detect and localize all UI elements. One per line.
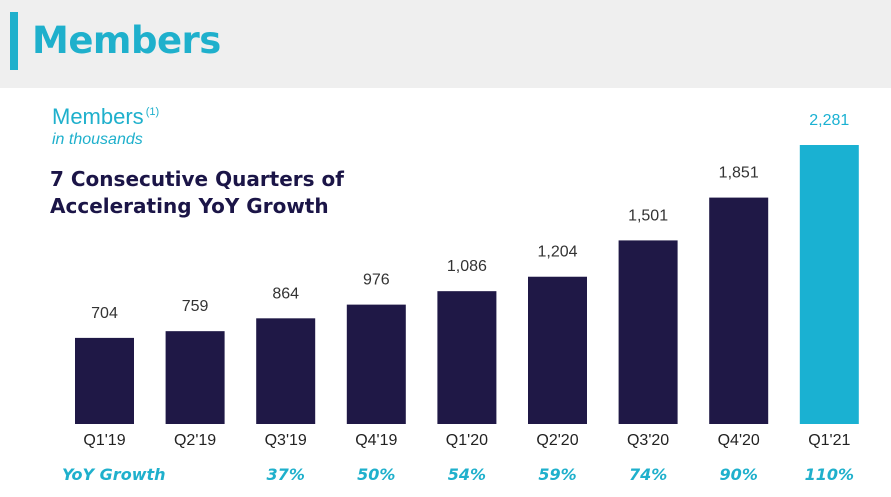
slide-header: Members [0, 0, 891, 88]
data-label-Q1'20: 1,086 [447, 258, 487, 275]
yoy-growth-row-label: YoY Growth [62, 465, 166, 484]
data-label-Q1'19: 704 [91, 305, 118, 322]
bar-Q1'19 [75, 337, 134, 424]
header-accent-bar [10, 12, 18, 70]
data-label-Q2'19: 759 [182, 298, 209, 315]
x-tick-label: Q3'20 [627, 432, 669, 449]
headline-callout: 7 Consecutive Quarters of Accelerating Y… [50, 166, 344, 220]
x-tick-label: Q2'20 [536, 432, 578, 449]
x-tick-label: Q1'19 [83, 432, 125, 449]
headline-line-1: 7 Consecutive Quarters of [50, 167, 344, 191]
chart-title: Members (1) [52, 106, 159, 128]
data-label-Q2'20: 1,204 [537, 244, 577, 261]
x-tick-label: Q2'19 [174, 432, 216, 449]
bar-Q1'21 [799, 145, 859, 424]
x-tick-label: Q3'19 [265, 432, 307, 449]
bar-Q4'20 [709, 197, 769, 424]
bar-Q2'20 [528, 276, 587, 424]
bar-Q3'20 [618, 240, 678, 424]
data-label-Q3'19: 864 [272, 285, 299, 302]
footnote-marker: (1) [145, 106, 160, 118]
x-tick-label: Q1'20 [446, 432, 488, 449]
yoy-growth-value: 50% [357, 465, 395, 484]
yoy-growth-value: 54% [448, 465, 486, 484]
headline-line-2: Accelerating YoY Growth [50, 194, 329, 218]
yoy-growth-value: 37% [267, 465, 305, 484]
bar-Q2'19 [165, 331, 225, 424]
x-tick-label: Q4'20 [718, 432, 760, 449]
yoy-growth-value: 74% [629, 465, 667, 484]
yoy-growth-value: 110% [805, 465, 854, 484]
data-label-Q1'21: 2,281 [809, 112, 849, 129]
chart-subtitle: in thousands [52, 131, 143, 148]
data-label-Q3'20: 1,501 [628, 207, 668, 224]
x-tick-label: Q1'21 [808, 432, 850, 449]
bar-Q4'19 [346, 304, 406, 424]
bar-Q1'20 [437, 291, 497, 424]
yoy-growth-value: 90% [720, 465, 758, 484]
page-title: Members [32, 19, 221, 62]
bar-Q3'19 [256, 318, 316, 424]
data-label-Q4'20: 1,851 [719, 165, 759, 182]
x-tick-label: Q4'19 [355, 432, 397, 449]
yoy-growth-value: 59% [538, 465, 576, 484]
chart-title-text: Members [52, 104, 144, 129]
data-label-Q4'19: 976 [363, 272, 390, 289]
